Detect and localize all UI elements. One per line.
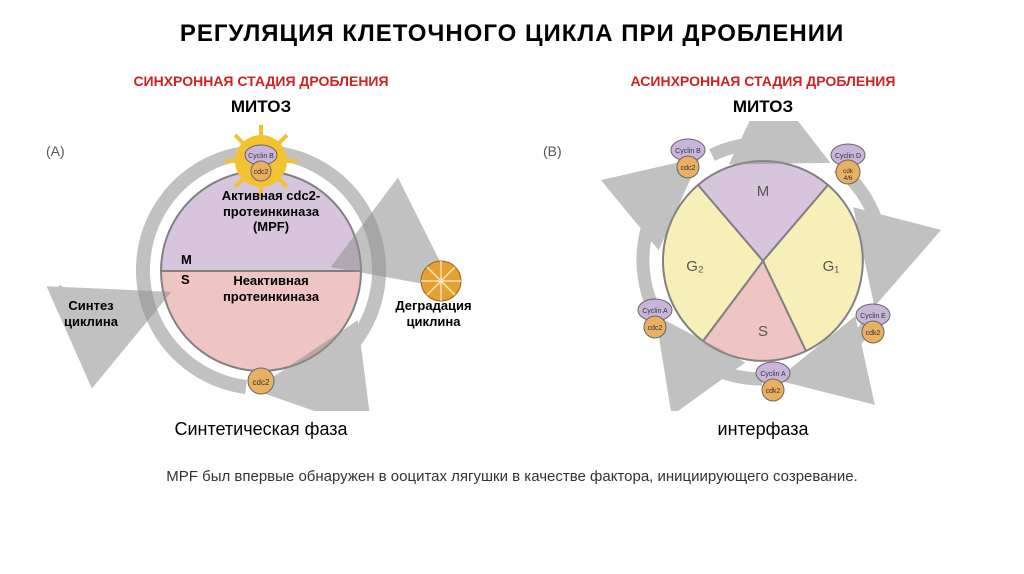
mitosis-label-right: МИТОЗ (538, 97, 988, 117)
panel-left: СИНХРОННАЯ СТАДИЯ ДРОБЛЕНИЯ МИТОЗ (A) (36, 73, 486, 453)
phase-m-label: M (181, 252, 192, 267)
svg-text:Cyclin A: Cyclin A (642, 308, 668, 315)
degrad-label: Деградация циклина (386, 298, 481, 329)
main-title: РЕГУЛЯЦИЯ КЛЕТОЧНОГО ЦИКЛА ПРИ ДРОБЛЕНИИ (20, 20, 1004, 48)
svg-text:Cyclin D: Cyclin D (835, 153, 861, 160)
svg-text:cdc2: cdc2 (254, 169, 269, 176)
svg-text:cdk: cdk (843, 168, 854, 175)
svg-text:Cyclin B: Cyclin B (248, 153, 274, 160)
svg-text:G₁: G₁ (823, 258, 840, 275)
phase-s-label: S (181, 272, 190, 287)
panel-letter-b: (B) (543, 143, 562, 159)
svg-text:G₂: G₂ (686, 258, 704, 275)
stage-label-right: АСИНХРОННАЯ СТАДИЯ ДРОБЛЕНИЯ (538, 73, 988, 89)
inactive-kinase-label: Неактивная протеинкиназа (206, 273, 336, 304)
svg-text:Cyclin B: Cyclin B (675, 148, 701, 155)
footer-text: MPF был впервые обнаружен в ооцитах лягу… (20, 468, 1004, 485)
cycle-diagram-left: Cyclin B cdc2 cdc2 M S (36, 121, 486, 411)
svg-text:M: M (757, 183, 770, 200)
phase-label-right: интерфаза (538, 419, 988, 440)
svg-text:S: S (758, 323, 768, 340)
synth-label: Синтез циклина (51, 298, 131, 329)
panel-letter-a: (A) (46, 143, 65, 159)
svg-text:cdk2: cdk2 (866, 330, 881, 337)
svg-text:cdc2: cdc2 (681, 165, 696, 172)
svg-text:cdc2: cdc2 (253, 378, 270, 387)
mitosis-label-left: МИТОЗ (36, 97, 486, 117)
svg-text:Cyclin A: Cyclin A (760, 371, 786, 378)
stage-label-left: СИНХРОННАЯ СТАДИЯ ДРОБЛЕНИЯ (36, 73, 486, 89)
panel-right: АСИНХРОННАЯ СТАДИЯ ДРОБЛЕНИЯ МИТОЗ (B) M… (538, 73, 988, 453)
active-mpf-label: Активная cdc2-протеинкиназа (MPF) (206, 188, 336, 235)
svg-text:4/6: 4/6 (843, 175, 852, 182)
svg-text:cdk2: cdk2 (766, 388, 781, 395)
cycle-diagram-right: M G₁ S G₂ Cyclin B cdc2 Cyclin D (538, 121, 988, 411)
panels: СИНХРОННАЯ СТАДИЯ ДРОБЛЕНИЯ МИТОЗ (A) (20, 73, 1004, 453)
svg-text:cdc2: cdc2 (648, 325, 663, 332)
svg-text:Cyclin E: Cyclin E (860, 313, 886, 320)
phase-label-left: Синтетическая фаза (36, 419, 486, 440)
